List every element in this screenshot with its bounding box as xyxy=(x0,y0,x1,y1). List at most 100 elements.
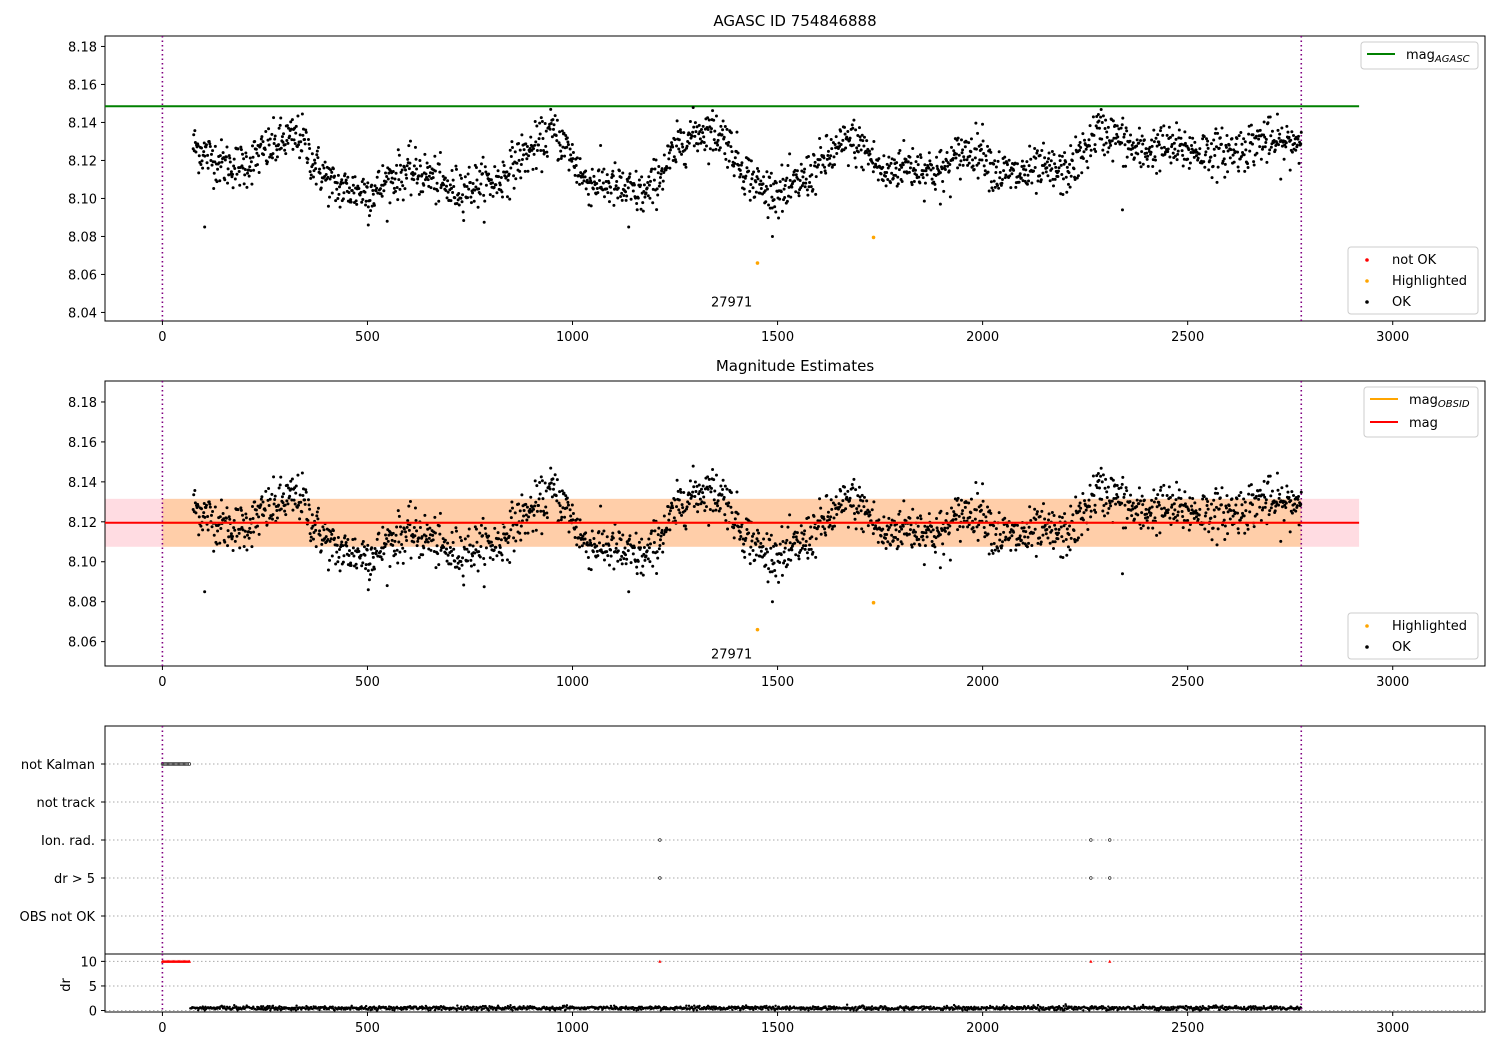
ok-point xyxy=(949,145,953,149)
ok-point xyxy=(1207,530,1211,534)
ok-point xyxy=(939,509,943,513)
ok-point xyxy=(802,532,806,536)
ok-point xyxy=(469,564,473,568)
ok-point xyxy=(1252,525,1256,529)
ok-point xyxy=(515,523,519,527)
ok-point xyxy=(226,544,230,548)
ok-point xyxy=(1263,135,1267,139)
ok-point xyxy=(278,483,282,487)
legend-not-ok-label: not OK xyxy=(1392,253,1437,268)
ok-point xyxy=(1275,471,1279,475)
ok-point xyxy=(1061,556,1065,560)
ok-point xyxy=(683,524,687,528)
ok-point xyxy=(740,161,744,165)
ok-point xyxy=(232,157,236,161)
ok-point xyxy=(514,177,518,181)
ok-point xyxy=(799,524,803,528)
ok-point xyxy=(309,176,313,180)
ok-point xyxy=(769,171,773,175)
ok-point xyxy=(1062,524,1066,528)
ok-point xyxy=(735,490,739,494)
ok-point xyxy=(800,531,804,535)
ok-point xyxy=(994,165,998,169)
ok-point xyxy=(1152,128,1156,132)
ok-point xyxy=(644,554,648,558)
ok-point xyxy=(396,148,400,152)
ok-point xyxy=(1208,159,1212,163)
ok-point xyxy=(1135,144,1139,148)
ok-point xyxy=(467,165,471,169)
ok-point xyxy=(538,481,542,485)
ok-point xyxy=(1286,490,1290,494)
ok-point xyxy=(994,532,998,536)
ok-point xyxy=(617,169,621,173)
ok-point xyxy=(304,128,308,132)
ok-point xyxy=(481,534,485,538)
ok-point xyxy=(584,187,588,191)
ok-point xyxy=(782,561,786,565)
ok-point xyxy=(398,550,402,554)
ok-point xyxy=(1150,144,1154,148)
ok-point xyxy=(991,188,995,192)
ok-point xyxy=(412,164,416,168)
ok-point xyxy=(1187,166,1191,170)
ok-point xyxy=(637,540,641,544)
ok-point xyxy=(733,523,737,527)
ok-point xyxy=(573,173,577,177)
ok-point xyxy=(813,160,817,164)
ok-point xyxy=(1065,527,1069,531)
ok-point xyxy=(592,537,596,541)
ok-point xyxy=(945,511,949,515)
ok-point xyxy=(1150,138,1154,142)
ok-point xyxy=(1139,165,1143,169)
ok-point xyxy=(923,544,927,548)
ok-point xyxy=(1170,505,1174,509)
not-kalman-point xyxy=(187,762,192,766)
ok-point xyxy=(1125,489,1129,493)
ok-point xyxy=(898,525,902,529)
ok-point xyxy=(1261,145,1265,149)
ok-point xyxy=(448,545,452,549)
ok-point xyxy=(784,179,788,183)
ok-point xyxy=(294,491,298,495)
ok-point xyxy=(484,183,488,187)
ok-point xyxy=(819,145,823,149)
ok-point xyxy=(1242,497,1246,501)
ok-point xyxy=(395,185,399,189)
ok-point xyxy=(1211,526,1215,530)
ok-point xyxy=(380,194,384,198)
ok-point xyxy=(296,503,300,507)
ok-point xyxy=(679,130,683,134)
legend-ok-marker xyxy=(1365,645,1369,649)
ok-point xyxy=(1120,482,1124,486)
ok-point xyxy=(1003,155,1007,159)
ok-point xyxy=(449,549,453,553)
ok-point xyxy=(527,515,531,519)
ok-point xyxy=(934,536,938,540)
ok-point xyxy=(691,130,695,134)
ok-point xyxy=(956,166,960,170)
ok-point xyxy=(856,511,860,515)
ok-point xyxy=(954,517,958,521)
ok-point xyxy=(1192,155,1196,159)
ok-point xyxy=(981,139,985,143)
ok-point xyxy=(445,559,449,563)
ok-point xyxy=(1182,157,1186,161)
ok-point xyxy=(286,141,290,145)
ok-point xyxy=(1225,134,1229,138)
ok-point xyxy=(539,116,543,120)
ok-point xyxy=(444,551,448,555)
ok-point xyxy=(739,172,743,176)
ok-point xyxy=(876,540,880,544)
ok-point xyxy=(204,503,208,507)
ok-point xyxy=(1052,153,1056,157)
ok-point xyxy=(675,119,679,123)
ok-point xyxy=(472,199,476,203)
ok-point xyxy=(932,543,936,547)
ok-point xyxy=(619,538,623,542)
ok-point xyxy=(371,192,375,196)
ok-point xyxy=(1252,163,1256,167)
ok-point xyxy=(744,174,748,178)
ok-point xyxy=(927,151,931,155)
